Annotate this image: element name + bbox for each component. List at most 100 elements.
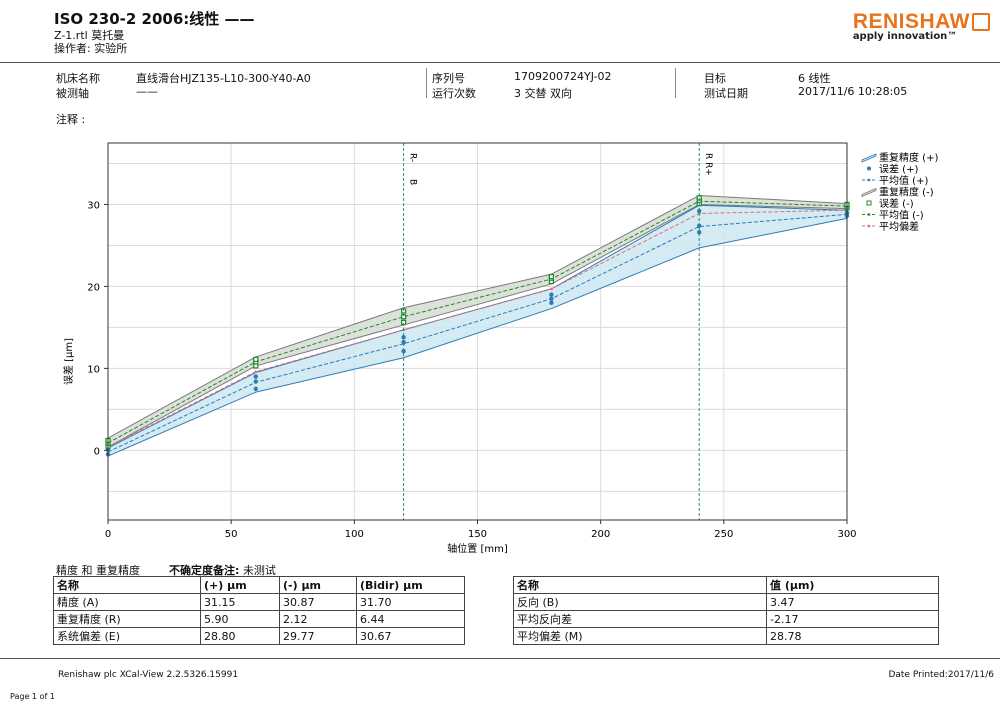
legend-label: 误差 (-) <box>879 197 914 210</box>
y-tick-label: 30 <box>87 200 100 211</box>
reversal-label: B <box>408 179 418 185</box>
notes-label: 注释 : <box>56 113 86 126</box>
error-point-plus <box>549 292 554 297</box>
table-row: 反向 (B) 3.47 <box>513 593 939 611</box>
cell: 31.70 <box>356 593 465 611</box>
error-point-plus <box>549 296 554 301</box>
cell: 平均反向差 <box>513 610 767 628</box>
cell: 系统偏差 (E) <box>53 627 201 645</box>
cell: 5.90 <box>200 610 280 628</box>
reversal-table: 名称 值 (μm) 反向 (B) 3.47 平均反向差 -2.17 平均偏差 (… <box>513 576 939 645</box>
date-printed: Date Printed:2017/11/6 <box>888 670 994 680</box>
legend-swatch-marker <box>867 178 871 182</box>
cell: 28.80 <box>200 627 280 645</box>
y-tick-label: 10 <box>87 364 100 375</box>
renishaw-logo: RENISHAW apply innovation™ <box>853 10 990 42</box>
logo-tagline: apply innovation™ <box>852 31 958 42</box>
legend-label: 平均值 (+) <box>879 174 928 187</box>
legend-swatch-band <box>861 187 877 198</box>
repeatability-plus-band-lower <box>107 217 848 457</box>
col-header: (-) μm <box>279 576 357 594</box>
error-point-plus <box>401 348 406 354</box>
series-marker <box>254 370 258 373</box>
error-point-plus <box>549 300 554 306</box>
accuracy-table: 名称 (+) μm (-) μm (Bidir) μm 精度 (A) 31.15… <box>53 576 465 645</box>
error-point-plus <box>697 208 702 214</box>
cell: 29.77 <box>279 627 357 645</box>
error-point-minus <box>548 273 555 280</box>
table-header-row: 名称 (+) μm (-) μm (Bidir) μm <box>53 576 465 594</box>
repeatability-minus-band-lower <box>107 203 848 448</box>
series-line-0 <box>107 213 848 453</box>
legend-label: 平均值 (-) <box>879 209 924 222</box>
cell: 3.47 <box>766 593 939 611</box>
caption-untested: 未测试 <box>242 564 276 577</box>
reversal-label: R- <box>408 153 418 162</box>
machine-value: 直线滑台HJZ135-L10-300-Y40-A0 <box>136 72 311 85</box>
machine-label: 机床名称 <box>56 72 100 85</box>
x-tick-label: 0 <box>105 529 111 540</box>
logo-wordmark: RENISHAW <box>852 10 970 33</box>
software-version: Renishaw plc XCal-View 2.2.5326.15991 <box>58 670 239 680</box>
date-label: 测试日期 <box>704 87 748 100</box>
col-header: 值 (μm) <box>766 576 939 594</box>
cell: 重复精度 (R) <box>53 610 201 628</box>
error-point-plus <box>401 335 406 340</box>
file-name: Z-1.rtl 莫托曼 <box>54 29 125 42</box>
legend-swatch-point <box>867 166 871 171</box>
caption-accuracy: 精度 和 重复精度 <box>56 564 140 577</box>
error-point-minus <box>253 356 259 362</box>
x-tick-label: 50 <box>225 529 238 540</box>
info-separator <box>426 68 427 98</box>
x-axis-label: 轴位置 [mm] <box>447 542 508 555</box>
x-tick-label: 200 <box>591 529 610 540</box>
cell: 平均偏差 (M) <box>513 627 767 645</box>
legend-swatch-marker <box>867 224 871 228</box>
col-header: 名称 <box>513 576 767 594</box>
serial-value: 1709200724YJ-02 <box>514 70 612 83</box>
results-caption: 精度 和 重复精度 不确定度备注: 未测试 <box>56 562 276 578</box>
series-marker <box>550 287 553 291</box>
logo-mark-icon <box>972 13 990 31</box>
col-header: (Bidir) μm <box>356 576 465 594</box>
serial-label: 序列号 <box>432 72 465 85</box>
x-tick-label: 150 <box>468 529 487 540</box>
cell: -2.17 <box>766 610 939 628</box>
chart-legend: 重复精度 (+)误差 (+)平均值 (+)重复精度 (-)误差 (-)平均值 (… <box>861 151 938 233</box>
table-row: 重复精度 (R) 5.90 2.12 6.44 <box>53 610 465 628</box>
runs-label: 运行次数 <box>432 87 476 100</box>
x-tick-label: 100 <box>345 529 364 540</box>
legend-swatch-band <box>861 153 877 163</box>
table-row: 平均偏差 (M) 28.78 <box>513 627 939 645</box>
error-chart: R- B R R+ 0 50 100 150 200 250 300 0 10 20 30 轴位置 [m… <box>62 142 938 555</box>
legend-label: 重复精度 (-) <box>879 186 934 199</box>
table-header-row: 名称 值 (μm) <box>513 576 939 594</box>
runs-value: 3 交替 双向 <box>514 87 572 100</box>
caption-uncertainty: 不确定度备注: <box>169 564 240 577</box>
repeatability-plus-band <box>108 205 847 457</box>
operator: 操作者: 实验所 <box>54 42 128 55</box>
table-row: 平均反向差 -2.17 <box>513 610 939 628</box>
error-point-plus <box>697 230 702 235</box>
col-header: (+) μm <box>200 576 280 594</box>
legend-label: 误差 (+) <box>879 163 918 176</box>
cell: 30.67 <box>356 627 465 645</box>
repeatability-minus-band-upper <box>107 194 848 439</box>
cell: 反向 (B) <box>513 593 767 611</box>
cell: 28.78 <box>766 627 939 645</box>
footer-divider <box>0 658 1000 659</box>
cell: 30.87 <box>279 593 357 611</box>
table-row: 系统偏差 (E) 28.80 29.77 30.67 <box>53 627 465 645</box>
target-value: 6 线性 <box>798 72 831 85</box>
page-number: Page 1 of 1 <box>10 692 55 701</box>
y-tick-label: 20 <box>87 282 100 293</box>
cell: 31.15 <box>200 593 280 611</box>
cell: 6.44 <box>356 610 465 628</box>
axis-value: —— <box>136 85 158 98</box>
info-separator <box>675 68 676 98</box>
x-tick-label: 300 <box>837 529 856 540</box>
repeatability-bands <box>107 194 848 457</box>
axis-label: 被测轴 <box>56 87 89 100</box>
col-header: 名称 <box>53 576 201 594</box>
reversal-label: R R+ <box>703 153 713 176</box>
